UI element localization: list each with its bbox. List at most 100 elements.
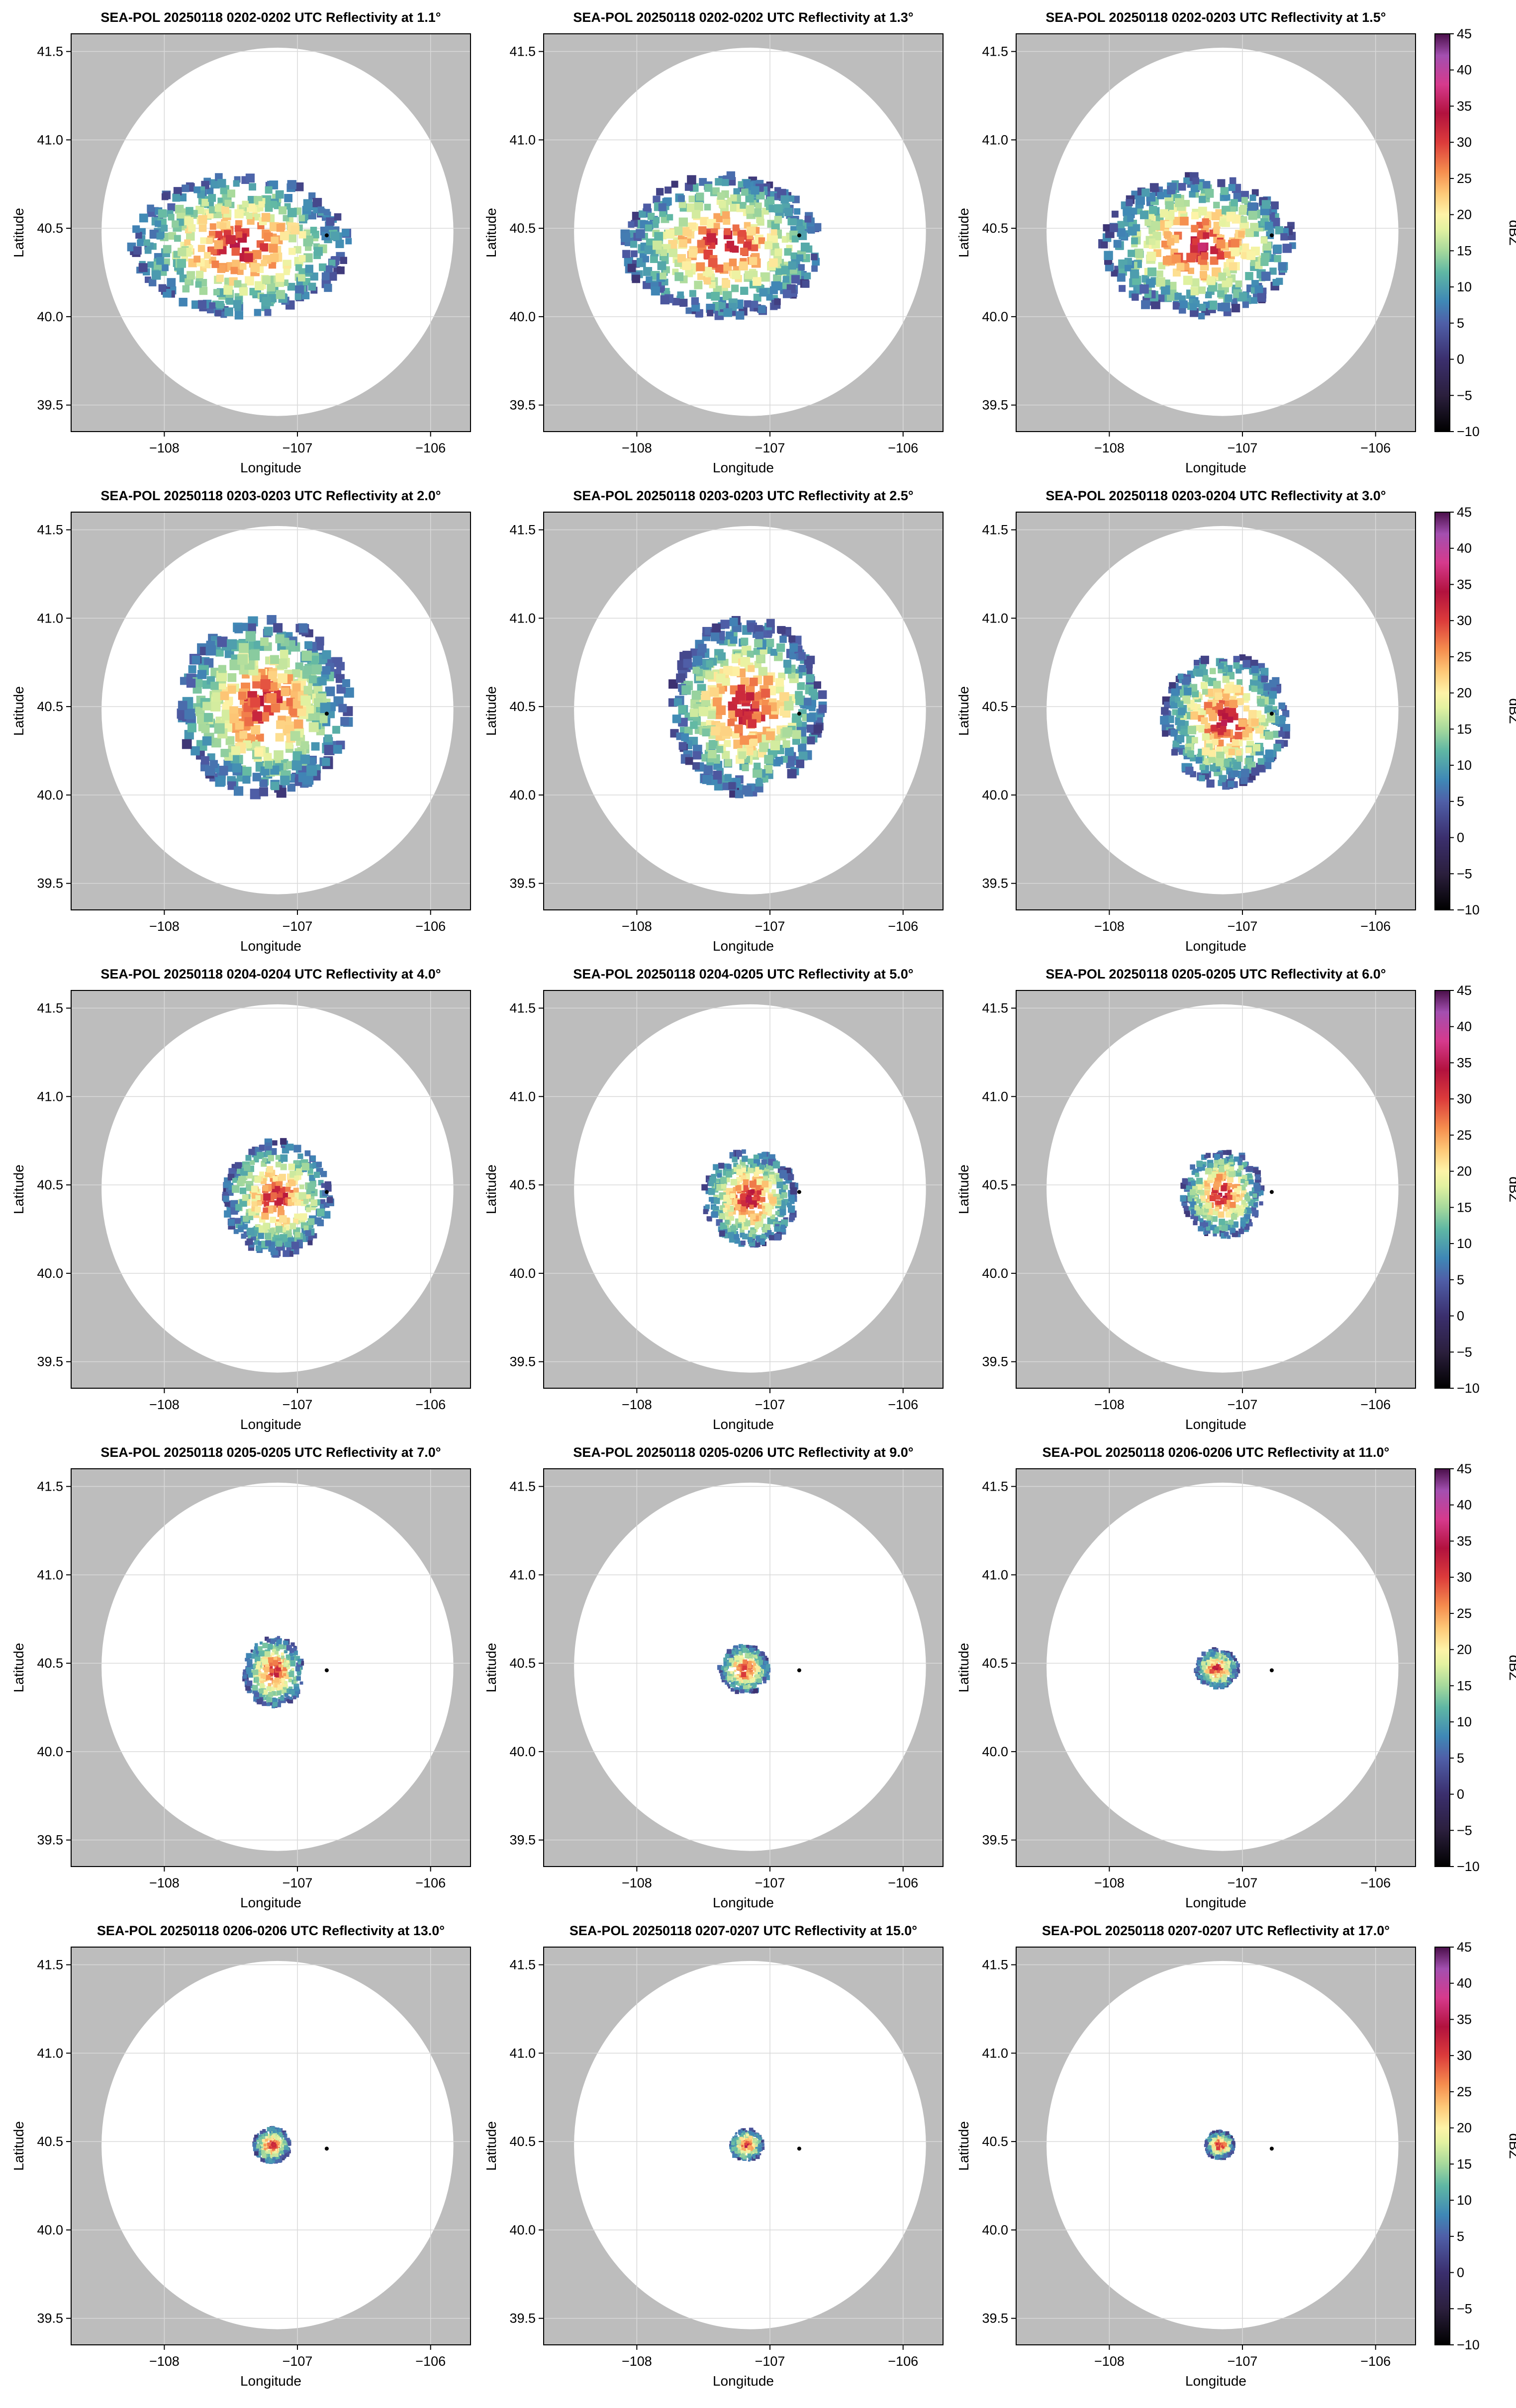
echo-cell xyxy=(1180,300,1188,308)
echo-cell xyxy=(1245,272,1253,280)
echo-cell xyxy=(311,742,320,751)
echo-cell xyxy=(1175,198,1184,207)
echo-cell xyxy=(764,755,773,764)
echo-cell xyxy=(227,189,235,197)
echo-cell xyxy=(1238,1165,1243,1170)
echo-cell xyxy=(709,1176,716,1183)
echo-cell xyxy=(300,754,310,764)
echo-cell xyxy=(1203,181,1210,188)
echo-cell xyxy=(720,620,729,628)
echo-cell xyxy=(1190,1216,1194,1219)
echo-cell xyxy=(293,1696,296,1699)
echo-cell xyxy=(1169,182,1177,190)
echo-cell xyxy=(1190,303,1197,310)
echo-cell xyxy=(1214,1181,1219,1187)
echo-cell xyxy=(697,240,705,248)
echo-cell xyxy=(737,1164,742,1169)
x-tick-label: −108 xyxy=(1094,1397,1125,1412)
y-tick-label: 40.0 xyxy=(982,1266,1008,1281)
echo-cell xyxy=(1233,1157,1239,1162)
echo-cell xyxy=(736,1185,742,1191)
echo-cell xyxy=(1251,768,1259,776)
echo-cell xyxy=(1196,757,1202,763)
echo-cell xyxy=(732,270,741,279)
echo-cell xyxy=(334,213,342,221)
echo-cell xyxy=(262,1701,267,1706)
echo-cell xyxy=(1219,1219,1225,1225)
echo-cell xyxy=(775,1211,780,1216)
echo-cell xyxy=(752,1659,754,1661)
echo-cell xyxy=(769,1235,774,1241)
y-tick-label: 40.0 xyxy=(509,788,536,803)
echo-cell xyxy=(263,1193,271,1201)
echo-cell xyxy=(759,1240,765,1245)
echo-cell xyxy=(210,702,220,712)
y-axis-label: Latitude xyxy=(483,686,499,736)
echo-cell xyxy=(745,271,753,279)
echo-cell xyxy=(704,277,711,284)
echo-cell xyxy=(1260,258,1268,266)
echo-cell xyxy=(267,1686,272,1691)
echo-cell xyxy=(288,234,296,242)
echo-cell xyxy=(780,1209,786,1215)
x-tick-label: −108 xyxy=(1094,919,1125,934)
echo-cell xyxy=(182,184,189,192)
echo-cell xyxy=(284,1693,288,1697)
echo-cell xyxy=(1283,244,1292,253)
echo-cell xyxy=(1139,284,1149,294)
echo-cell xyxy=(272,1140,278,1146)
echo-cell xyxy=(238,692,247,700)
echo-cell xyxy=(1237,1161,1241,1165)
echo-cell xyxy=(1201,252,1209,260)
echo-cell xyxy=(224,1210,231,1218)
y-tick-label: 41.0 xyxy=(37,1089,63,1104)
echo-cell xyxy=(281,1656,284,1659)
echo-cell xyxy=(235,311,243,319)
echo-cell xyxy=(201,199,209,206)
echo-cell xyxy=(188,723,196,732)
echo-cell xyxy=(201,756,209,765)
echo-cell xyxy=(1235,280,1242,287)
echo-cell xyxy=(698,226,707,235)
echo-cell xyxy=(1199,196,1206,203)
echo-cell xyxy=(730,1193,735,1198)
echo-cell xyxy=(746,1645,749,1648)
echo-cell xyxy=(774,1226,779,1232)
echo-cell xyxy=(1204,1155,1208,1159)
echo-cell xyxy=(232,1185,239,1193)
echo-cell xyxy=(255,1643,258,1647)
echo-cell xyxy=(727,1164,732,1169)
echo-cell xyxy=(1214,1163,1218,1167)
echo-cell xyxy=(698,644,707,653)
echo-cell xyxy=(788,1174,794,1180)
radar-panel-5: SEA-POL 20250118 0203-0203 UTC Reflectiv… xyxy=(483,488,943,954)
echo-cell xyxy=(777,1200,781,1205)
echo-cell xyxy=(254,1646,258,1650)
echo-cell xyxy=(255,1678,259,1682)
y-tick-label: 40.0 xyxy=(509,1266,536,1281)
echo-cell xyxy=(193,256,200,263)
echo-cell xyxy=(790,218,797,225)
echo-cell xyxy=(1199,775,1205,782)
echo-cell xyxy=(795,696,805,705)
echo-cell xyxy=(1224,1165,1229,1169)
echo-cell xyxy=(308,1241,313,1246)
y-tick-label: 39.5 xyxy=(509,1833,536,1848)
echo-cell xyxy=(787,769,797,779)
echo-cell xyxy=(342,679,350,687)
echo-cell xyxy=(193,186,200,193)
echo-cell xyxy=(246,631,256,641)
echo-cell xyxy=(1184,1206,1189,1211)
echo-cell xyxy=(308,1236,313,1241)
echo-cell xyxy=(325,1181,331,1188)
echo-cell xyxy=(280,650,288,658)
echo-cell xyxy=(705,1204,710,1209)
echo-cell xyxy=(1253,1193,1257,1198)
echo-cell xyxy=(296,1676,301,1681)
echo-cell xyxy=(734,724,743,733)
echo-cell xyxy=(251,725,260,734)
echo-cell xyxy=(288,1672,294,1677)
echo-cell xyxy=(725,1220,730,1225)
echo-cell xyxy=(250,698,260,708)
